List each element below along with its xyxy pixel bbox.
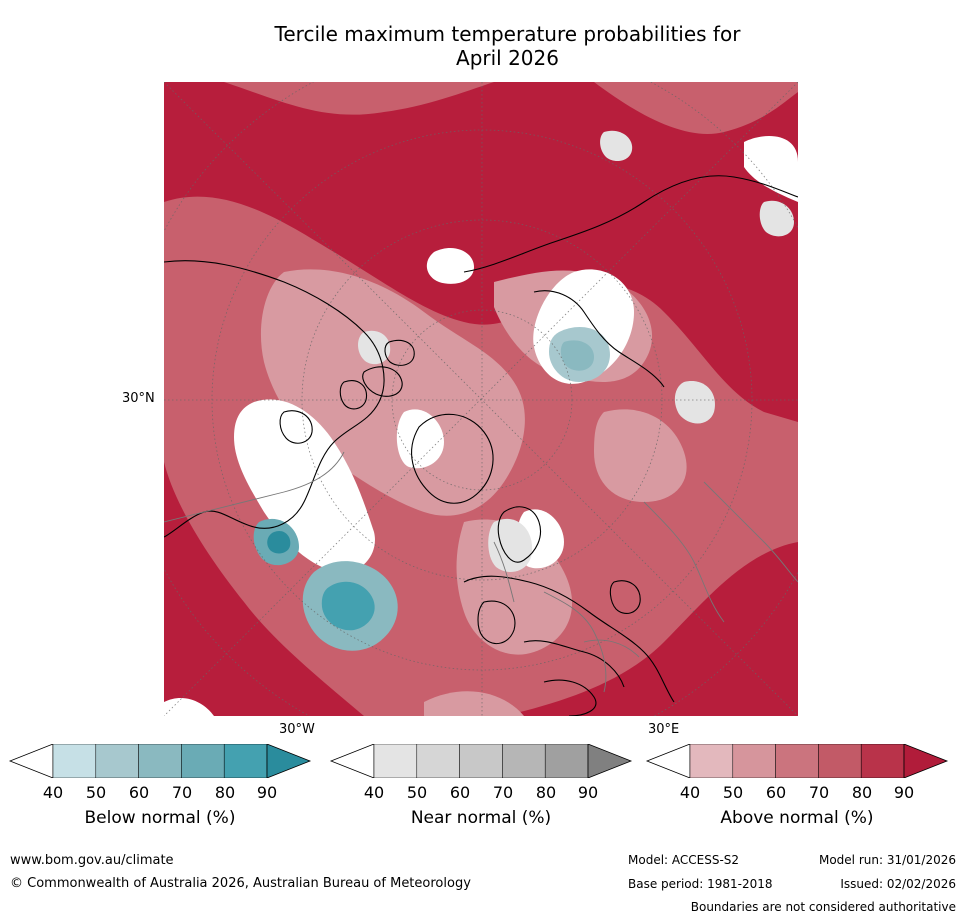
- tick-label: 50: [85, 783, 107, 802]
- tick-label: 90: [256, 783, 278, 802]
- tick-label: 60: [449, 783, 471, 802]
- colorbar-segment: [818, 744, 862, 778]
- model-name: Model: ACCESS-S2: [628, 853, 740, 867]
- colorbar-segment: [223, 744, 268, 778]
- colorbar-extend-min: [645, 744, 691, 778]
- colorbar-extend-min: [8, 744, 54, 778]
- colorbar-segment: [860, 744, 905, 778]
- colorbar-segment: [732, 744, 776, 778]
- colorbar-below-normal: [8, 744, 312, 778]
- tick-label: 70: [171, 783, 193, 802]
- issued-date: Issued: 02/02/2026: [840, 877, 956, 891]
- colorbar-segment: [95, 744, 139, 778]
- colorbar-label-near: Near normal (%): [410, 808, 552, 828]
- boundaries-disclaimer: Boundaries are not considered authoritat…: [690, 900, 956, 914]
- colorbar-label-above: Above normal (%): [720, 808, 874, 828]
- copyright-text: © Commonwealth of Australia 2026, Austra…: [10, 876, 471, 891]
- website-link[interactable]: www.bom.gov.au/climate: [10, 853, 174, 868]
- colorbar-segment: [181, 744, 225, 778]
- colorbar-segment: [689, 744, 734, 778]
- tick-label: 60: [128, 783, 150, 802]
- map-title: Tercile maximum temperature probabilitie…: [200, 22, 815, 70]
- coastlines: [164, 175, 798, 716]
- tick-label: 40: [679, 783, 701, 802]
- colorbar-segment: [502, 744, 546, 778]
- colorbar-label-below: Below normal (%): [84, 808, 236, 828]
- colorbar-extend-max: [903, 744, 949, 778]
- tick-label: 90: [893, 783, 915, 802]
- tick-label: 80: [851, 783, 873, 802]
- colorbar-above-normal: [645, 744, 949, 778]
- ticks-above-normal: 40 50 60 70 80 90: [645, 783, 949, 803]
- title-line-1: Tercile maximum temperature probabilitie…: [274, 22, 741, 46]
- tick-label: 80: [214, 783, 236, 802]
- tick-label: 60: [765, 783, 787, 802]
- title-line-2: April 2026: [456, 46, 559, 70]
- latitude-label-30n: 30°N: [122, 391, 155, 406]
- tick-label: 70: [492, 783, 514, 802]
- tick-label: 40: [363, 783, 385, 802]
- colorbar-segment: [544, 744, 589, 778]
- longitude-label-30e: 30°E: [648, 722, 680, 737]
- tick-label: 70: [808, 783, 830, 802]
- near-normal-zones: [358, 130, 794, 572]
- longitude-label-30w: 30°W: [279, 722, 315, 737]
- tick-label: 90: [577, 783, 599, 802]
- base-period: Base period: 1981-2018: [628, 877, 773, 891]
- colorbar-segment: [138, 744, 182, 778]
- colorbar-extend-min: [329, 744, 375, 778]
- colorbar-segment: [459, 744, 503, 778]
- ticks-near-normal: 40 50 60 70 80 90: [329, 783, 633, 803]
- colorbar-extend-max: [266, 744, 312, 778]
- graticule: [164, 82, 798, 716]
- colorbar-segment: [775, 744, 819, 778]
- polar-probability-map: [164, 82, 798, 716]
- colorbar-segment: [52, 744, 97, 778]
- tick-label: 50: [722, 783, 744, 802]
- tick-label: 50: [406, 783, 428, 802]
- below-normal-zones: [253, 327, 610, 651]
- colorbar-segment: [416, 744, 460, 778]
- colorbar-extend-max: [587, 744, 633, 778]
- colorbar-segment: [373, 744, 418, 778]
- country-borders: [164, 451, 798, 693]
- tick-label: 80: [535, 783, 557, 802]
- colorbar-near-normal: [329, 744, 633, 778]
- tick-label: 40: [42, 783, 64, 802]
- model-run-date: Model run: 31/01/2026: [818, 853, 956, 867]
- ticks-below-normal: 40 50 60 70 80 90: [8, 783, 312, 803]
